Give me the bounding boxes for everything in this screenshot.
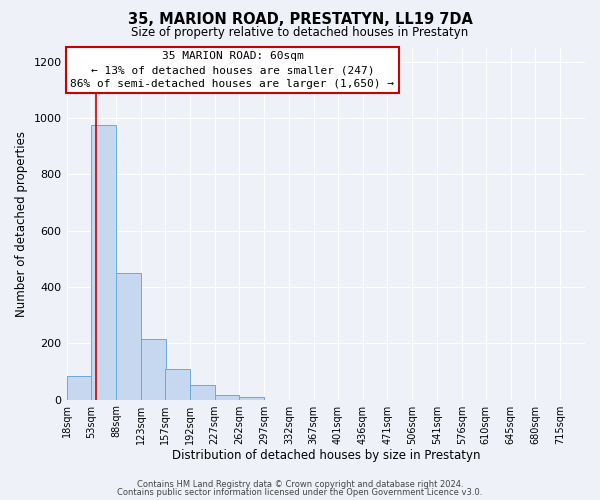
Text: Contains public sector information licensed under the Open Government Licence v3: Contains public sector information licen… (118, 488, 482, 497)
Bar (141, 339, 166, 400)
Bar (239, 397, 264, 400)
Bar (215, 394, 239, 400)
Bar (67, 376, 91, 400)
Text: Contains HM Land Registry data © Crown copyright and database right 2024.: Contains HM Land Registry data © Crown c… (137, 480, 463, 489)
Bar (91, 125, 116, 400)
Bar (116, 273, 141, 400)
Text: Size of property relative to detached houses in Prestatyn: Size of property relative to detached ho… (131, 26, 469, 39)
X-axis label: Distribution of detached houses by size in Prestatyn: Distribution of detached houses by size … (172, 450, 480, 462)
Bar (190, 386, 215, 400)
Y-axis label: Number of detached properties: Number of detached properties (15, 130, 28, 316)
Text: 35, MARION ROAD, PRESTATYN, LL19 7DA: 35, MARION ROAD, PRESTATYN, LL19 7DA (128, 12, 472, 28)
Bar (165, 368, 190, 400)
Text: 35 MARION ROAD: 60sqm
← 13% of detached houses are smaller (247)
86% of semi-det: 35 MARION ROAD: 60sqm ← 13% of detached … (70, 51, 394, 89)
